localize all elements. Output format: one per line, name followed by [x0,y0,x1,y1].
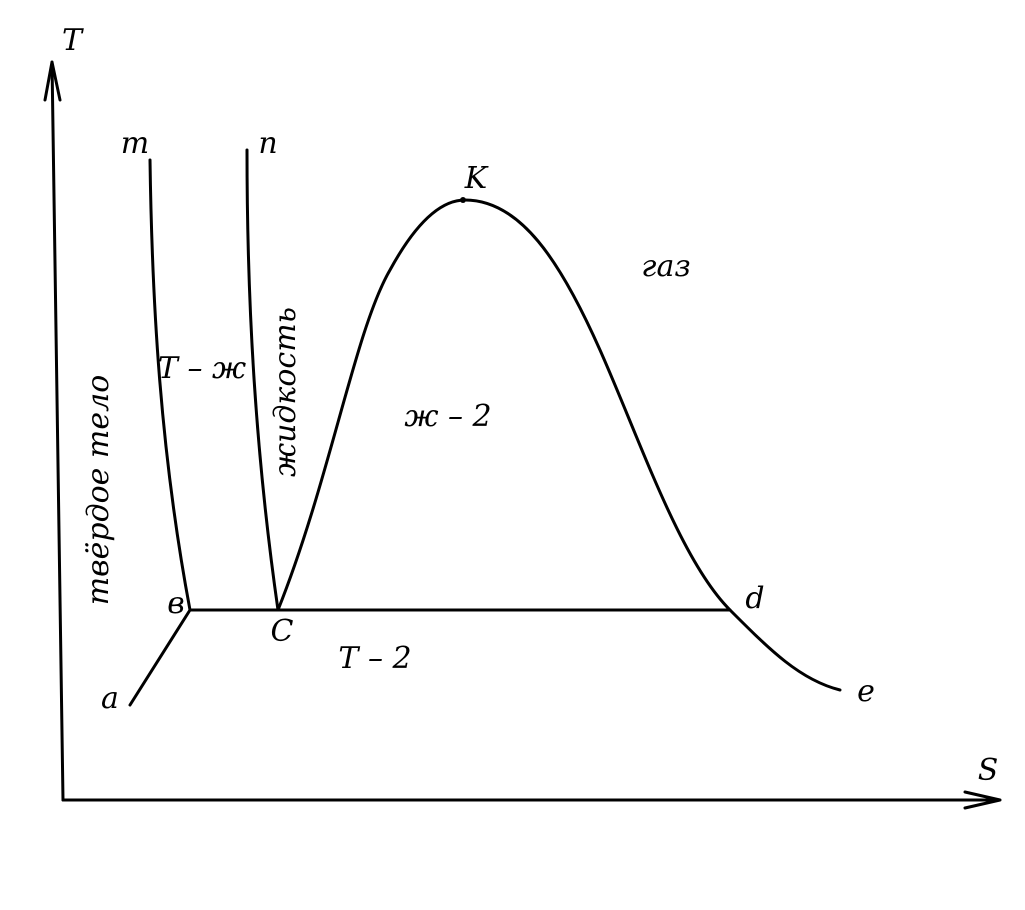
region-label: ж – 2 [404,399,491,434]
point-label: e [857,674,875,709]
curves [128,148,842,707]
point-label: K [464,161,489,196]
point-label: m [121,126,149,161]
saturation-dome [276,198,842,692]
x-arrow [963,790,1001,810]
point-label: C [271,614,294,649]
region-label: жидкость [268,307,303,477]
axes [43,60,1002,810]
y-axis [50,60,65,802]
curve-mb [148,158,192,612]
curve-nc [245,148,280,612]
region-label: Т – ж [158,351,246,386]
line-ab [128,608,192,707]
axis-label: T [62,23,84,58]
critical-point [460,197,466,203]
point-label: a [101,681,119,716]
axis-label: S [978,753,999,788]
point-label: d [745,581,764,616]
region-label: Т – 2 [338,641,411,676]
point-label: n [258,126,277,161]
region-label: газ [641,249,690,284]
y-arrow [43,61,62,102]
point-label: в [167,586,184,621]
region-label: твёрдое тело [81,375,116,606]
